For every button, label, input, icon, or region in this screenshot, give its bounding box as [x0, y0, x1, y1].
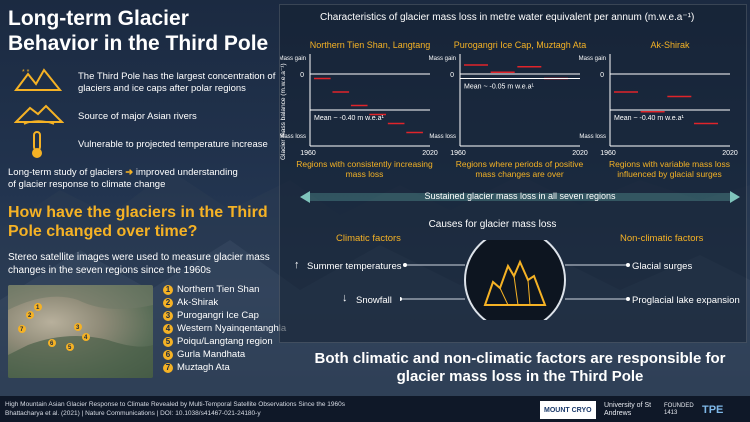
footer-citation-title: High Mountain Asian Glacier Response to …	[5, 401, 345, 408]
footer	[0, 396, 750, 422]
y-axis-label: Glacier mass balance (m.w.e.a⁻¹)	[280, 63, 287, 160]
stereo-description: Stereo satellite images were used to mea…	[8, 252, 270, 276]
region-item: 2 Ak-Shirak	[163, 297, 218, 309]
svg-text:3: 3	[76, 325, 80, 331]
mountcryo-logo: MOUNT CRYO	[540, 401, 596, 419]
mass-gain-label: Mass gain	[280, 56, 306, 62]
thermometer-icon	[32, 131, 42, 158]
factor-summer-temperatures: Summer temperatures	[307, 261, 402, 272]
arrow-down-icon: ↓	[342, 292, 348, 304]
factor-glacial-surges: Glacial surges	[632, 261, 693, 272]
x-end-label: 2020	[572, 150, 588, 157]
mass-balance-charts: Northern Tien Shan, Langtang 0 Mass gain Ma…	[280, 40, 738, 157]
factor-snowfall: Snowfall	[356, 295, 392, 306]
sustained-loss-label: Sustained glacier mass loss in all seven…	[424, 191, 616, 201]
page-title: Long-term Glacier Behavior in the Third …	[8, 7, 269, 55]
region-item: 7 Muztagh Ata	[163, 362, 230, 374]
chart-title: Characteristics of glacier mass loss in …	[320, 12, 695, 23]
svg-text:5: 5	[68, 345, 72, 351]
conclusion: Both climatic and non-climatic factors a…	[314, 350, 726, 385]
factor-proglacial-lake: Proglacial lake expansion	[632, 295, 740, 306]
mean-label: Mean ~ -0.05 m w.e.a¹	[464, 84, 535, 91]
study-left: Long-term study of glaciers	[8, 167, 123, 178]
mass-loss-label: Mass loss	[280, 134, 306, 140]
fact-temperature: Vulnerable to projected temperature incr…	[78, 139, 268, 150]
zero-tick-label: 0	[600, 72, 604, 79]
panel-title: Northern Tien Shan, Langtang	[310, 40, 431, 50]
fact-concentration: The Third Pole has the largest concentra…	[78, 71, 276, 94]
mean-label: Mean ~ -0.40 m w.e.a¹	[614, 115, 685, 122]
x-start-label: 1960	[450, 150, 466, 157]
x-end-label: 2020	[422, 150, 438, 157]
x-end-label: 2020	[722, 150, 738, 157]
tpe-logo: TPE	[702, 404, 724, 416]
panel3-description: Regions with variable mass loss influenc…	[609, 159, 730, 179]
founded-logo: FOUNDED 1413	[664, 403, 694, 416]
panel2-description: Regions where periods of positive mass c…	[455, 159, 584, 179]
mass-loss-label: Mass loss	[579, 134, 606, 140]
nonclimatic-factors-heading: Non-climatic factors	[620, 233, 704, 244]
study-statement: Long-term study of glaciers ➜ improved u…	[8, 167, 288, 191]
footer-citation-doi: Bhattacharya et al. (2021) | Nature Comm…	[5, 410, 261, 417]
climatic-factors-heading: Climatic factors	[336, 233, 401, 244]
question-heading: How have the glaciers in the Third Pole …	[8, 204, 268, 240]
x-start-label: 1960	[600, 150, 616, 157]
svg-text:7: 7	[20, 327, 24, 333]
arrow-right-icon: ➜	[125, 167, 136, 178]
mass-gain-label: Mass gain	[579, 56, 606, 62]
svg-text:* *: * *	[22, 69, 30, 76]
region-map: 1 2 3 4 5 6 7	[8, 285, 153, 378]
study-right: improved understanding	[135, 167, 238, 178]
zero-tick-label: 0	[450, 72, 454, 79]
fact-rivers: Source of major Asian rivers	[78, 111, 197, 122]
causes-title: Causes for glacier mass loss	[428, 219, 557, 230]
region-item: 4 Western Nyainqentanghla	[163, 323, 286, 335]
mass-gain-label: Mass gain	[429, 56, 456, 62]
panel-title: Ak-Shirak	[650, 40, 690, 50]
map-markers: 1 2 3 4 5 6 7	[8, 285, 153, 378]
arrow-up-icon: ↑	[294, 259, 300, 271]
st-andrews-logo: University of St Andrews	[604, 402, 652, 417]
mountains-icon: * *	[14, 68, 63, 91]
region-item: 6 Gurla Mandhata	[163, 349, 245, 361]
region-item: 5 Poiqu/Langtang region	[163, 336, 273, 348]
river-icon	[14, 104, 64, 125]
region-item: 3 Purogangri Ice Cap	[163, 310, 259, 322]
panel-title: Purogangri Ice Cap, Muztagh Ata	[454, 40, 587, 50]
mean-label: Mean ~ -0.40 m w.e.a¹	[314, 115, 385, 122]
glacier-circle-icon	[400, 240, 630, 320]
zero-tick-label: 0	[300, 72, 304, 79]
mass-loss-label: Mass loss	[429, 134, 456, 140]
svg-text:4: 4	[84, 335, 88, 341]
svg-text:1: 1	[36, 305, 40, 311]
study-rest: of glacier response to climate change	[8, 179, 166, 190]
panel1-description: Regions with consistently increasing mas…	[296, 159, 433, 179]
svg-text:6: 6	[50, 341, 54, 347]
svg-text:2: 2	[28, 313, 32, 319]
region-item: 1 Northern Tien Shan	[163, 284, 259, 296]
double-arrow-icon	[300, 191, 740, 203]
x-start-label: 1960	[300, 150, 316, 157]
